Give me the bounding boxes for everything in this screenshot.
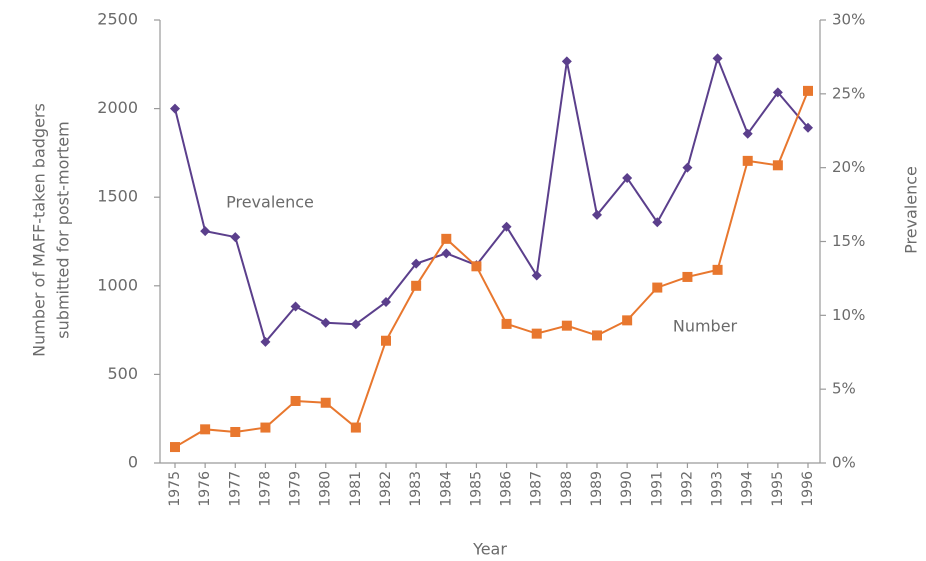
y2-tick-label: 5% <box>832 380 856 398</box>
x-tick-label: 1985 <box>468 471 484 507</box>
marker <box>682 271 693 282</box>
y-tick-label: 0 <box>128 453 138 472</box>
marker <box>260 336 271 347</box>
marker <box>682 162 693 173</box>
marker <box>772 87 783 98</box>
marker <box>501 318 512 329</box>
marker <box>803 85 813 96</box>
marker <box>803 122 813 133</box>
marker <box>290 301 301 312</box>
y2-tick-label: 20% <box>832 158 865 176</box>
x-tick-label: 1979 <box>288 471 304 507</box>
x-tick-label: 1996 <box>800 471 816 507</box>
x-axis-label: Year <box>472 540 507 559</box>
x-tick-label: 1982 <box>378 471 394 507</box>
marker <box>411 258 422 269</box>
marker <box>441 233 452 244</box>
marker <box>592 209 602 220</box>
marker <box>652 282 663 293</box>
marker <box>200 424 211 435</box>
x-tick-label: 1989 <box>589 471 605 507</box>
x-tick-label: 1983 <box>408 471 424 507</box>
marker <box>230 426 241 437</box>
y-tick-label: 1000 <box>97 275 138 294</box>
marker <box>772 160 783 171</box>
x-tick-label: 1977 <box>227 471 243 507</box>
marker <box>471 261 482 272</box>
x-tick-label: 1980 <box>318 471 334 507</box>
marker <box>260 422 271 433</box>
y2-axis-label: Prevalence <box>902 166 921 254</box>
x-tick-label: 1988 <box>559 471 575 507</box>
legend-label: Prevalence <box>226 193 314 212</box>
x-tick-label: 1984 <box>438 471 454 507</box>
y-tick-label: 2500 <box>97 10 138 29</box>
x-tick-label: 1978 <box>257 471 273 507</box>
marker <box>320 317 331 328</box>
y2-tick-label: 0% <box>832 454 856 472</box>
series-line <box>174 55 809 344</box>
x-tick-label: 1995 <box>770 471 786 507</box>
marker <box>622 173 633 184</box>
marker <box>441 248 452 259</box>
y-tick-label: 500 <box>107 364 138 383</box>
x-tick-label: 1976 <box>197 471 213 507</box>
marker <box>200 226 211 237</box>
marker <box>230 232 241 243</box>
marker <box>320 397 331 408</box>
x-tick-label: 1992 <box>679 471 695 507</box>
marker <box>501 221 512 232</box>
legend-label: Number <box>673 317 738 336</box>
y2-tick-label: 25% <box>832 84 865 102</box>
marker <box>712 264 723 275</box>
marker <box>742 155 753 166</box>
x-tick-label: 1994 <box>740 471 756 507</box>
marker <box>350 422 361 433</box>
y2-tick-label: 10% <box>832 306 865 324</box>
series-line <box>174 90 809 448</box>
marker <box>561 320 572 331</box>
y-tick-label: 1500 <box>97 187 138 206</box>
y-tick-label: 2000 <box>97 98 138 117</box>
marker <box>381 297 391 308</box>
y-axis-label: submitted for post-mortem <box>54 121 73 338</box>
marker <box>561 56 572 67</box>
marker <box>350 319 361 330</box>
y-axis-label: Number of MAFF-taken badgers <box>30 103 49 357</box>
x-tick-label: 1975 <box>167 471 183 507</box>
x-tick-label: 1990 <box>619 471 635 507</box>
y2-tick-label: 15% <box>832 232 865 250</box>
x-tick-label: 1993 <box>710 471 726 507</box>
marker <box>712 53 723 64</box>
marker <box>170 103 180 114</box>
x-tick-label: 1991 <box>649 471 665 507</box>
marker <box>531 328 542 339</box>
y2-tick-label: 30% <box>832 11 865 29</box>
marker <box>652 217 663 228</box>
marker <box>170 442 180 453</box>
x-tick-label: 1981 <box>348 471 364 507</box>
marker <box>411 280 422 291</box>
x-tick-label: 1987 <box>529 471 545 507</box>
marker <box>290 395 301 406</box>
marker <box>622 315 633 326</box>
marker <box>381 335 391 346</box>
x-tick-label: 1986 <box>499 471 515 507</box>
marker <box>531 270 542 281</box>
marker <box>592 330 602 341</box>
marker <box>742 128 753 139</box>
